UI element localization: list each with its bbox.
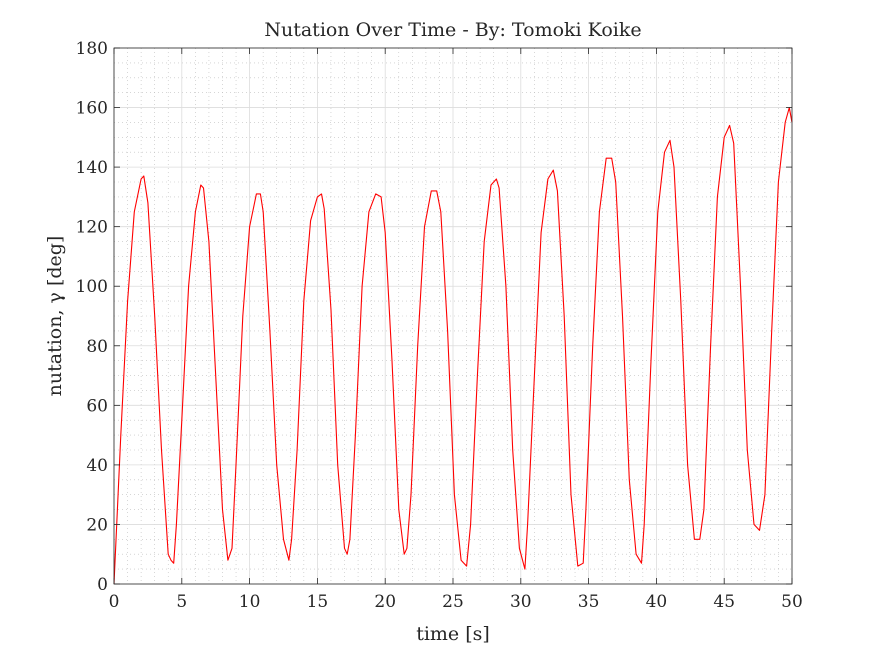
y-tick-label: 120 bbox=[76, 218, 108, 238]
x-tick-label: 20 bbox=[374, 592, 396, 612]
x-tick-labels: 0 5 10 15 20 25 30 35 40 45 50 bbox=[109, 592, 803, 612]
chart-title: Nutation Over Time - By: Tomoki Koike bbox=[264, 19, 641, 41]
x-axis-label: time [s] bbox=[416, 623, 490, 645]
x-tick-label: 40 bbox=[646, 592, 668, 612]
y-tick-label: 100 bbox=[76, 277, 108, 297]
y-tick-label: 160 bbox=[76, 99, 108, 119]
y-tick-label: 0 bbox=[97, 575, 108, 595]
x-tick-label: 25 bbox=[442, 592, 464, 612]
y-tick-labels: 0 20 40 60 80 100 120 140 160 180 bbox=[76, 39, 108, 595]
series-line-nutation bbox=[113, 107, 793, 585]
x-tick-label: 15 bbox=[307, 592, 329, 612]
y-tick-label: 40 bbox=[86, 456, 108, 476]
y-tick-label: 180 bbox=[76, 39, 108, 59]
x-tick-label: 10 bbox=[239, 592, 261, 612]
x-tick-label: 45 bbox=[713, 592, 735, 612]
y-tick-label: 20 bbox=[86, 515, 108, 535]
x-tick-label: 30 bbox=[510, 592, 532, 612]
x-tick-label: 5 bbox=[176, 592, 187, 612]
x-tick-label: 35 bbox=[578, 592, 600, 612]
y-tick-label: 80 bbox=[86, 337, 108, 357]
y-tick-label: 60 bbox=[86, 396, 108, 416]
y-axis-label: nutation, γ [deg] bbox=[44, 236, 66, 397]
y-tick-label: 140 bbox=[76, 158, 108, 178]
x-tick-label: 50 bbox=[781, 592, 803, 612]
axis-ticks bbox=[113, 47, 793, 585]
x-tick-label: 0 bbox=[109, 592, 120, 612]
